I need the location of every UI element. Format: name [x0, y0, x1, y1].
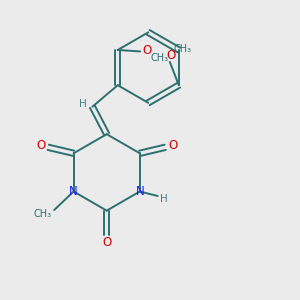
Text: H: H: [160, 194, 168, 204]
Text: N: N: [135, 185, 144, 198]
Text: N: N: [69, 185, 78, 198]
Text: CH₃: CH₃: [151, 53, 169, 63]
Text: CH₃: CH₃: [34, 208, 52, 219]
Text: O: O: [102, 236, 111, 249]
Text: O: O: [168, 139, 177, 152]
Text: O: O: [142, 44, 151, 57]
Text: H: H: [79, 99, 87, 109]
Text: CH₃: CH₃: [173, 44, 191, 54]
Text: O: O: [36, 139, 45, 152]
Text: O: O: [167, 50, 176, 62]
